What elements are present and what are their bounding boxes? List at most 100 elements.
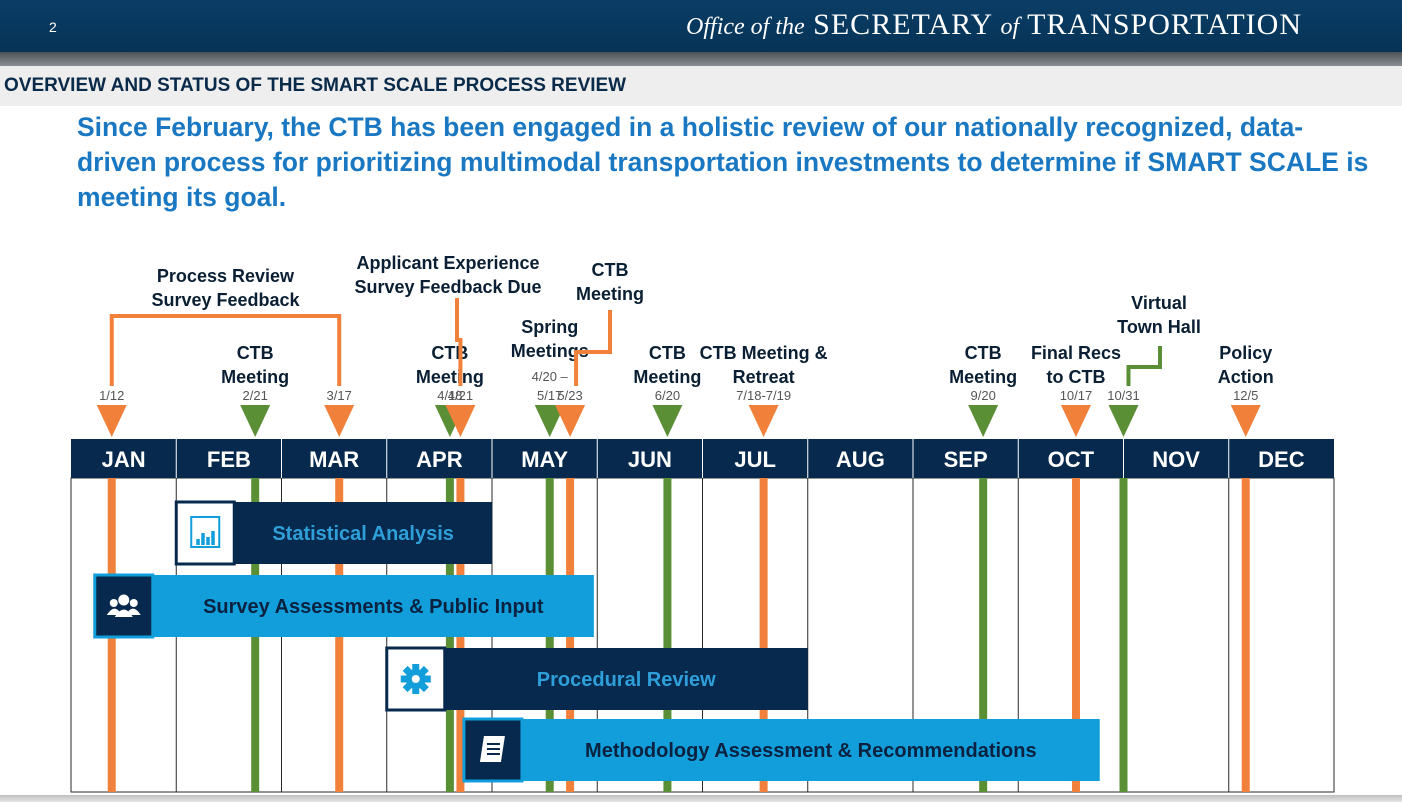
event-label-m-7-18: Retreat <box>733 367 795 387</box>
event-label-m-6-20: Meeting <box>633 367 701 387</box>
event-date-m-1-12: 1/12 <box>99 388 124 403</box>
event-label-m-5-17: Spring <box>521 317 578 337</box>
phase-label-statistical-analysis: Statistical Analysis <box>272 523 454 545</box>
event-date-m-4-18: 4/18 <box>437 388 462 403</box>
connector-applicant-experience <box>455 298 463 386</box>
office-prefix: Office of the <box>686 14 805 40</box>
phase-bar-survey-assessments <box>94 575 594 637</box>
event-marker-m-6-20 <box>652 405 683 437</box>
event-marker-m-5-17 <box>534 405 565 437</box>
connector-ctb-meeting-may <box>574 310 612 386</box>
month-label-jul: JUL <box>734 447 776 472</box>
callout-applicant-experience: Applicant Experience <box>356 253 539 273</box>
month-label-feb: FEB <box>207 447 251 472</box>
event-date-m-5-17: 4/20 – <box>532 369 569 384</box>
gear-icon-tooth <box>412 686 420 694</box>
bottom-rule <box>0 795 1402 802</box>
event-date-m-9-20: 9/20 <box>971 388 996 403</box>
month-label-aug: AUG <box>836 447 885 472</box>
month-label-oct: OCT <box>1048 447 1095 472</box>
event-label-m-4-18: Meeting <box>416 367 484 387</box>
event-date-m-12-5: 12/5 <box>1233 388 1258 403</box>
office-secretary: SECRETARY <box>813 8 993 41</box>
event-label-m-4-18: CTB <box>431 343 468 363</box>
event-date-m-4-21: 4/21 <box>448 388 473 403</box>
event-date-m-10-17: 10/17 <box>1060 388 1093 403</box>
event-date-m-5-17: 5/17 <box>537 388 562 403</box>
people-icon-body <box>127 608 141 615</box>
bar-chart-icon <box>190 516 221 548</box>
event-marker-m-12-5 <box>1230 405 1261 437</box>
office-title: Office of the SECRETARY of TRANSPORTATIO… <box>686 8 1302 42</box>
event-label-m-12-5: Action <box>1218 367 1274 387</box>
chart-icon-bar <box>196 539 200 545</box>
event-label-m-12-5: Policy <box>1219 343 1272 363</box>
chart-icon-bar <box>206 537 210 545</box>
phase-bar-methodology-assessment <box>463 719 1100 781</box>
event-marker-m-1-12 <box>96 405 127 437</box>
month-label-mar: MAR <box>309 447 359 472</box>
header-bar <box>0 0 1402 52</box>
gear-icon <box>400 664 431 694</box>
lead-text: Since February, the CTB has been engaged… <box>77 112 1369 212</box>
callout-ctb-meeting-may: Meeting <box>576 284 644 304</box>
callout-ctb-meeting-may: CTB <box>592 260 629 280</box>
event-label-m-6-20: CTB <box>649 343 686 363</box>
callout-applicant-experience: Survey Feedback Due <box>354 277 541 297</box>
event-marker-m-5-23 <box>555 405 586 437</box>
chart-icon-bar <box>211 531 215 545</box>
event-date-m-5-23: 5/23 <box>557 388 582 403</box>
month-label-sep: SEP <box>944 447 988 472</box>
people-icon-head <box>109 599 118 607</box>
event-label-m-9-20: CTB <box>965 343 1002 363</box>
event-label-m-2-21: CTB <box>237 343 274 363</box>
month-label-jan: JAN <box>102 447 146 472</box>
month-label-dec: DEC <box>1258 447 1305 472</box>
people-icon-head <box>118 594 130 606</box>
page-number: 2 <box>49 19 57 35</box>
people-icon <box>106 594 141 617</box>
phase-label-survey-assessments: Survey Assessments & Public Input <box>203 596 544 618</box>
event-date-m-2-21: 2/21 <box>243 388 268 403</box>
gear-icon-hole <box>411 675 420 683</box>
book-icon <box>479 736 505 762</box>
header-stripe <box>0 52 1402 66</box>
chart-icon-bar <box>201 533 205 545</box>
event-label-m-7-18: CTB Meeting & <box>700 343 828 363</box>
event-marker-m-4-21 <box>445 405 476 437</box>
callout-process-review: Process Review <box>157 266 295 286</box>
connector-virtual-town-hall <box>1126 346 1162 386</box>
event-date-m-10-31: 10/31 <box>1107 388 1140 403</box>
event-date-m-6-20: 6/20 <box>655 388 680 403</box>
event-date-m-7-18: 7/18-7/19 <box>736 388 791 403</box>
phase-bar-procedural-review <box>386 648 808 710</box>
connector-process-review <box>109 314 342 386</box>
gear-icon-tooth <box>412 664 420 672</box>
month-label-nov: NOV <box>1152 447 1200 472</box>
office-transportation: TRANSPORTATION <box>1027 8 1302 41</box>
event-marker-m-10-17 <box>1060 405 1091 437</box>
event-label-m-9-20: Meeting <box>949 367 1017 387</box>
event-marker-m-9-20 <box>968 405 999 437</box>
people-icon-head <box>129 599 138 607</box>
callout-process-review: Survey Feedback <box>151 290 300 310</box>
phase-icon-box-procedural-review <box>385 646 447 712</box>
month-label-jun: JUN <box>628 447 672 472</box>
phase-icon-box-survey-assessments <box>93 573 155 639</box>
event-label-m-10-17: to CTB <box>1046 367 1105 387</box>
event-marker-m-10-31 <box>1108 405 1139 437</box>
chart-icon-frame <box>190 516 221 548</box>
subheader-band <box>0 66 1402 106</box>
phase-label-procedural-review: Procedural Review <box>537 669 716 691</box>
event-date-m-3-17: 3/17 <box>327 388 352 403</box>
office-of: of <box>1000 14 1020 40</box>
people-icon-body <box>106 608 120 615</box>
event-marker-m-7-18 <box>748 405 779 437</box>
event-label-m-2-21: Meeting <box>221 367 289 387</box>
callout-virtual-town-hall: Town Hall <box>1117 317 1201 337</box>
event-label-m-10-17: Final Recs <box>1031 343 1121 363</box>
month-label-may: MAY <box>521 447 568 472</box>
subheader-title: OVERVIEW AND STATUS OF THE SMART SCALE P… <box>4 75 627 96</box>
phase-label-methodology-assessment: Methodology Assessment & Recommendations <box>585 740 1037 762</box>
